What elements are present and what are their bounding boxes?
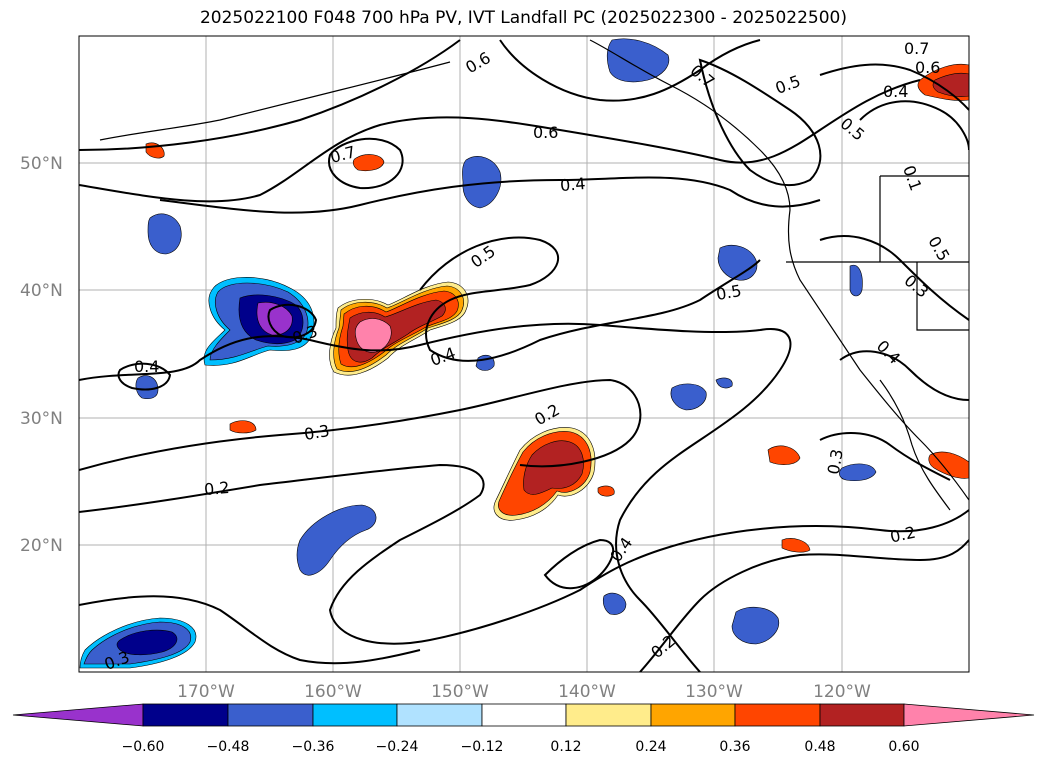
- negative-anomaly-area: [717, 245, 758, 281]
- colorbar-segment: [396, 703, 483, 727]
- negative-anomaly-area: [839, 463, 877, 482]
- contour-0-4: [159, 176, 821, 214]
- contour-0-2-se: [639, 539, 969, 672]
- lon-label-160w: 160°W: [304, 682, 362, 702]
- colorbar-segment: [227, 703, 314, 727]
- contour-0-5-ne: [819, 63, 969, 111]
- contour-label: 0.4: [559, 174, 586, 195]
- contour-0-4-coast: [839, 350, 969, 401]
- colorbar-tick-label: 0.48: [804, 739, 835, 755]
- lat-label-20n: 20°N: [20, 536, 63, 556]
- positive-anomaly-area: [767, 445, 801, 465]
- contour-0-2-south: [79, 595, 421, 665]
- colorbar-tick-label: −0.12: [461, 739, 504, 755]
- contour-0-4-south: [543, 538, 615, 590]
- contour-0-7-ne: [698, 58, 822, 187]
- contour-0-6-north: [79, 39, 461, 151]
- contour-0-4-ne: [859, 100, 969, 151]
- contour-0-7-loop: [328, 137, 404, 190]
- colorbar-tick-label: 0.24: [635, 739, 666, 755]
- colorbar-segment: [142, 703, 229, 727]
- contour-label: 0.3: [303, 421, 331, 444]
- positive-anomaly-area: [354, 318, 392, 353]
- latitude-labels: 20°N 30°N 40°N 50°N: [20, 154, 63, 556]
- contour-label: 0.7: [904, 39, 929, 58]
- contour-0-6-top: [499, 39, 761, 102]
- colorbar-tick-label: 0.36: [719, 739, 750, 755]
- positive-anomaly-area: [597, 485, 615, 497]
- colorbar-extend-left: [12, 703, 144, 727]
- state-border: [786, 175, 969, 331]
- contour-0-6-ridge: [79, 79, 921, 203]
- negative-anomaly-area: [256, 301, 293, 336]
- lon-label-140w: 140°W: [558, 682, 616, 702]
- lat-label-50n: 50°N: [20, 154, 63, 174]
- colorbar-tick-label: −0.24: [376, 739, 419, 755]
- negative-anomaly-area: [731, 606, 780, 645]
- colorbar: [12, 703, 1035, 727]
- negative-anomaly-area: [606, 38, 670, 83]
- colorbar-ticks: −0.60 −0.48 −0.36 −0.24 −0.12 0.12 0.24 …: [122, 739, 920, 755]
- negative-anomaly-area: [715, 377, 733, 389]
- colorbar-tick-label: 0.60: [888, 739, 919, 755]
- positive-anomaly-area: [229, 420, 257, 434]
- lon-label-130w: 130°W: [685, 682, 743, 702]
- colorbar-segment: [565, 703, 652, 727]
- negative-anomaly-area: [296, 504, 377, 576]
- contour-label: 0.6: [533, 123, 558, 142]
- lat-label-40n: 40°N: [20, 281, 63, 301]
- contour-0-3-west: [267, 303, 318, 339]
- contour-label: 0.3: [824, 448, 847, 476]
- colorbar-tick-label: −0.48: [207, 739, 250, 755]
- colorbar-segment: [650, 703, 736, 727]
- lat-label-30n: 30°N: [20, 409, 63, 429]
- positive-anomaly-area: [523, 440, 584, 495]
- contour-0-3-coast: [819, 235, 969, 321]
- negative-anomaly-area: [147, 213, 182, 255]
- contour-0-5: [419, 236, 761, 362]
- contour-label: 0.4: [134, 357, 159, 376]
- colorbar-tick-label: 0.12: [550, 739, 581, 755]
- contour-0-4-west: [117, 362, 172, 391]
- colorbar-segment: [481, 703, 567, 727]
- positive-anomaly-area: [928, 451, 969, 479]
- negative-anomaly-area: [849, 264, 863, 297]
- colorbar-segment: [734, 703, 821, 727]
- aleutian-coast: [99, 61, 451, 141]
- colorbar-segment: [312, 703, 398, 727]
- contour-0-2: [79, 463, 969, 645]
- north-america-coast: [589, 39, 969, 501]
- pv-contours: [79, 39, 969, 672]
- contour-0-3-baja: [819, 432, 951, 481]
- contour-0-3: [79, 378, 642, 471]
- negative-anomaly-area: [602, 592, 627, 615]
- contour-label: 0.2: [203, 478, 230, 499]
- negative-anomaly-area: [670, 383, 707, 411]
- lon-label-120w: 120°W: [813, 682, 871, 702]
- colorbar-tick-label: −0.60: [122, 739, 165, 755]
- map-frame: [78, 35, 970, 673]
- lon-label-170w: 170°W: [177, 682, 235, 702]
- longitude-labels: 170°W 160°W 150°W 140°W 130°W 120°W: [177, 682, 871, 702]
- baja-coast: [879, 379, 951, 511]
- chart-title: 2025022100 F048 700 hPa PV, IVT Landfall…: [199, 8, 847, 28]
- colorbar-tick-label: −0.36: [292, 739, 335, 755]
- positive-anomaly-area: [781, 538, 811, 553]
- negative-anomaly-area: [462, 156, 502, 209]
- positive-anomaly-area: [352, 154, 385, 172]
- colorbar-segment: [819, 703, 905, 727]
- contour-0-4-mid: [79, 322, 792, 672]
- negative-anomaly-area: [116, 629, 178, 656]
- contour-label: 0.4: [883, 82, 908, 101]
- contour-label: 0.6: [915, 58, 940, 77]
- contour-label: 0.5: [715, 281, 743, 304]
- coastlines: [99, 39, 969, 511]
- lon-label-150w: 150°W: [431, 682, 489, 702]
- contour-label: 0.2: [888, 523, 917, 547]
- colorbar-extend-right: [903, 703, 1035, 727]
